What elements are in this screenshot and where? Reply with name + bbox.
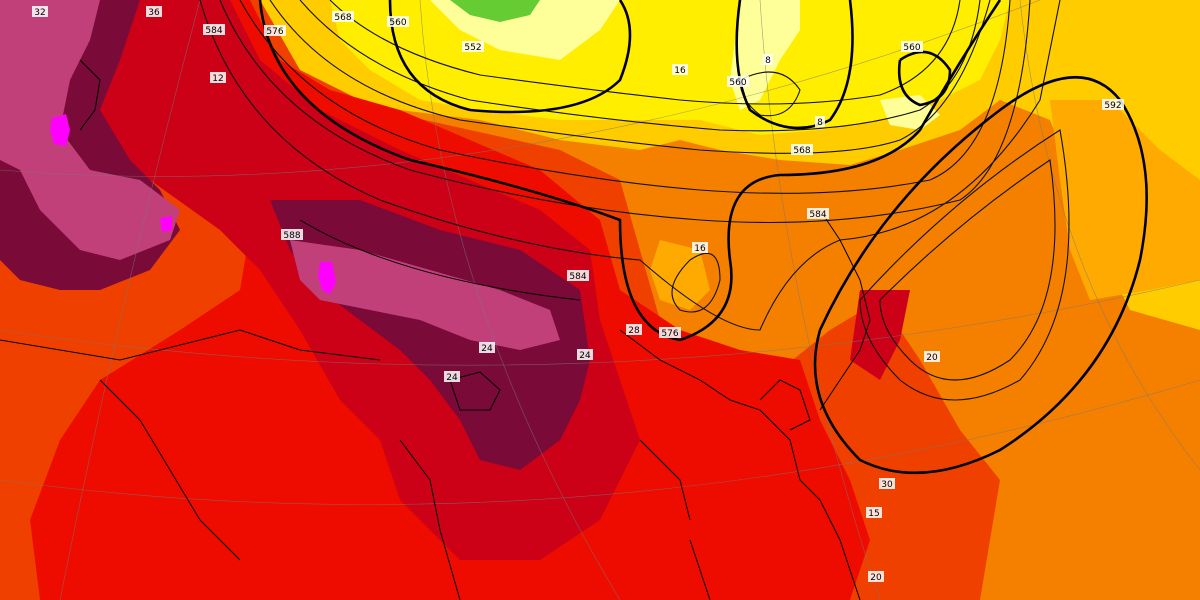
temperature-label: 20 (926, 353, 938, 363)
height-label-box (203, 24, 225, 35)
temperature-label-box (692, 242, 708, 253)
height-label: 560 (729, 78, 746, 88)
temperature-label-box (763, 54, 773, 65)
height-label: 576 (266, 27, 283, 37)
temperature-label: 30 (881, 480, 893, 490)
temperature-field-green (450, 0, 540, 22)
height-label: 584 (205, 26, 222, 36)
temperature-label-box (866, 507, 882, 518)
temperature-labels: 32 36 16 16 8 8 20 20 24 24 24 28 12 15 30 (32, 6, 940, 583)
height-label: 560 (389, 18, 406, 28)
temperature-label: 15 (868, 509, 879, 519)
temperature-field-dark-red (850, 290, 910, 380)
temperature-field-light-orange (1050, 100, 1200, 300)
temperature-label-box (815, 116, 825, 127)
height-label: 552 (464, 43, 481, 53)
temperature-label: 12 (212, 74, 223, 84)
height-label: 588 (283, 231, 300, 241)
height-label-box (901, 41, 923, 52)
temperature-field-magenta (50, 114, 70, 146)
height-label-box (1102, 99, 1124, 110)
temperature-field-magenta (160, 216, 172, 232)
height-label: 584 (809, 210, 826, 220)
height-label-box (387, 16, 409, 27)
height-label: 576 (661, 329, 678, 339)
height-label-box (332, 11, 354, 22)
height-label: 568 (793, 146, 810, 156)
height-label-box (281, 229, 303, 240)
temperature-label: 16 (694, 244, 706, 254)
temperature-label-box (32, 6, 48, 17)
temperature-label: 24 (481, 344, 493, 354)
coastlines (0, 59, 871, 600)
temperature-label: 28 (628, 326, 640, 336)
temperature-label-box (924, 351, 940, 362)
height-label-box (567, 270, 589, 281)
temperature-label-box (577, 349, 593, 360)
height-label-box (727, 76, 749, 87)
height-label: 568 (334, 13, 351, 23)
height-label: 584 (569, 272, 586, 282)
temperature-label-box (444, 371, 460, 382)
temperature-label: 8 (765, 56, 771, 66)
temperature-label: 16 (674, 66, 686, 76)
temperature-label: 36 (148, 8, 160, 18)
temperature-field-purple-red (0, 0, 180, 260)
height-label-box (659, 327, 681, 338)
temperature-field-purple-red (290, 240, 560, 350)
temperature-label-box (146, 6, 162, 17)
height-label-box (807, 208, 829, 219)
height-label-box (791, 144, 813, 155)
height-labels: 552 560 560 560 568 568 576 576 584 584 584 592 588 (203, 11, 1124, 339)
temperature-field-magenta (318, 262, 336, 294)
temperature-label-box (479, 342, 495, 353)
height-label: 560 (903, 43, 920, 53)
temperature-label-box (626, 324, 642, 335)
temperature-label: 24 (446, 373, 458, 383)
geopotential-contours-bold (258, 0, 1148, 475)
temperature-label-box (879, 478, 895, 489)
height-label-box (264, 25, 286, 36)
height-label-box (462, 41, 484, 52)
temperature-label-box (672, 64, 688, 75)
temperature-label: 20 (870, 573, 882, 583)
height-label: 592 (1104, 101, 1121, 111)
temperature-label-box (868, 571, 884, 582)
temperature-label-box (210, 72, 226, 83)
temperature-label: 8 (817, 118, 823, 128)
temperature-label: 32 (34, 8, 45, 18)
temperature-label: 24 (579, 351, 591, 361)
